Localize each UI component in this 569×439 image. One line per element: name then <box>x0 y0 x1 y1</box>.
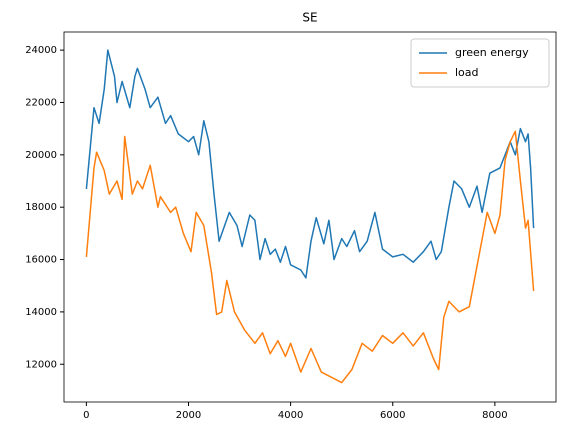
y-tick-label: 14000 <box>25 307 57 318</box>
legend-label: load <box>455 66 479 79</box>
y-tick-label: 22000 <box>25 97 57 108</box>
legend-label: green energy <box>455 46 529 59</box>
x-tick-label: 0 <box>83 410 89 421</box>
x-tick-label: 4000 <box>278 410 303 421</box>
y-tick-label: 24000 <box>25 45 57 56</box>
x-tick-label: 2000 <box>176 410 201 421</box>
axes-frame <box>63 31 557 403</box>
chart-title: SE <box>302 11 317 25</box>
line <box>85 130 535 384</box>
legend-box <box>410 38 550 88</box>
y-tick-label: 18000 <box>25 202 57 213</box>
y-tick-label: 20000 <box>25 150 57 161</box>
line <box>85 49 535 279</box>
x-tick-label: 6000 <box>380 410 405 421</box>
x-tick-label: 8000 <box>482 410 507 421</box>
y-tick-label: 12000 <box>25 359 57 370</box>
y-tick-label: 16000 <box>25 255 57 266</box>
